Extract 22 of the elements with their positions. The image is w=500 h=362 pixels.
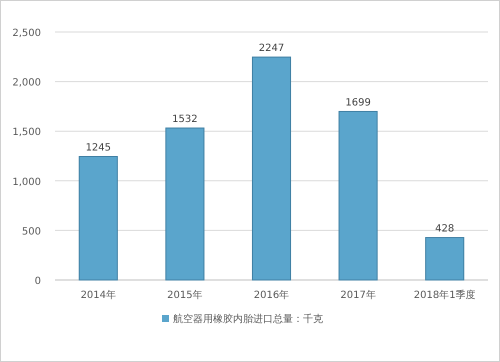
y-tick-label: 500 [22,226,41,238]
data-label: 1699 [345,97,371,108]
data-label: 2247 [258,43,284,54]
x-tick-label: 2014年 [80,289,116,301]
legend-label: 航空器用橡胶内胎进口总量：千克 [173,313,323,325]
x-tick-label: 2017年 [340,289,376,301]
bar [252,56,292,280]
y-tick-label: 2,000 [12,78,41,89]
data-label: 1245 [86,142,112,154]
bar [425,237,464,280]
x-tick-label: 2016年 [254,289,290,301]
x-tick-label: 2015年 [167,289,203,301]
x-tick-label: 2018年1季度 [414,289,476,301]
bar [338,110,378,280]
bar [165,128,204,280]
data-label: 428 [435,224,454,235]
y-tick-label: 2,500 [12,28,41,39]
data-label: 1532 [172,114,198,126]
bar [78,156,118,280]
y-tick-label: 1,500 [12,127,41,138]
y-tick-label: 1,000 [12,176,41,188]
y-tick-label: 0 [34,276,41,287]
